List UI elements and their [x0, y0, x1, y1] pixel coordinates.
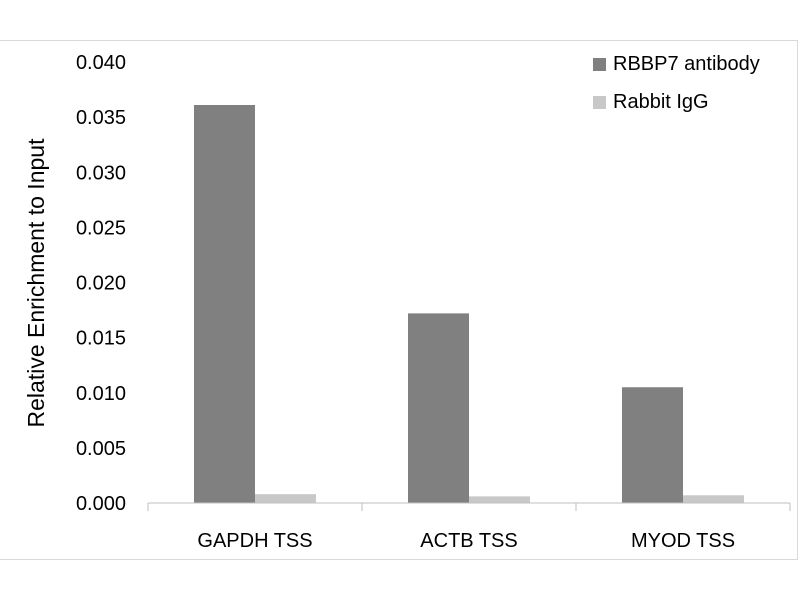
y-tick-label: 0.035: [76, 107, 126, 129]
x-tick-label: MYOD TSS: [631, 530, 735, 552]
y-tick-label: 0.010: [76, 383, 126, 405]
y-tick-label: 0.040: [76, 52, 126, 74]
bars: [194, 104, 744, 503]
bar-rbbp7-antibody: [408, 313, 469, 503]
legend: RBBP7 antibody Rabbit IgG: [593, 53, 760, 113]
legend-swatch-rabbit-igg: [593, 96, 606, 109]
chart-frame: [0, 40, 798, 560]
bar-rabbit-igg: [255, 494, 316, 503]
legend-swatch-rbbp7-antibody: [593, 58, 606, 71]
y-tick-label: 0.000: [76, 493, 126, 515]
bar-rbbp7-antibody: [194, 104, 255, 503]
y-axis-ticks: 0.000 0.005 0.010 0.015 0.020 0.025 0.030 0.035…: [76, 52, 126, 515]
y-tick-label: 0.020: [76, 273, 126, 295]
bar-rabbit-igg: [683, 495, 744, 503]
legend-label-rbbp7-antibody: RBBP7 antibody: [613, 53, 760, 75]
y-tick-label: 0.025: [76, 217, 126, 239]
y-axis-title: Relative Enrichment to Input: [23, 138, 49, 428]
x-tick-label: GAPDH TSS: [197, 530, 312, 552]
legend-label-rabbit-igg: Rabbit IgG: [613, 91, 709, 113]
x-tick-label: ACTB TSS: [420, 530, 517, 552]
bar-rabbit-igg: [469, 496, 530, 503]
x-axis-ticks: GAPDH TSS ACTB TSS MYOD TSS: [147, 503, 791, 552]
y-tick-label: 0.030: [76, 162, 126, 184]
y-tick-label: 0.005: [76, 438, 126, 460]
y-tick-label: 0.015: [76, 328, 126, 350]
bar-rbbp7-antibody: [622, 387, 683, 503]
